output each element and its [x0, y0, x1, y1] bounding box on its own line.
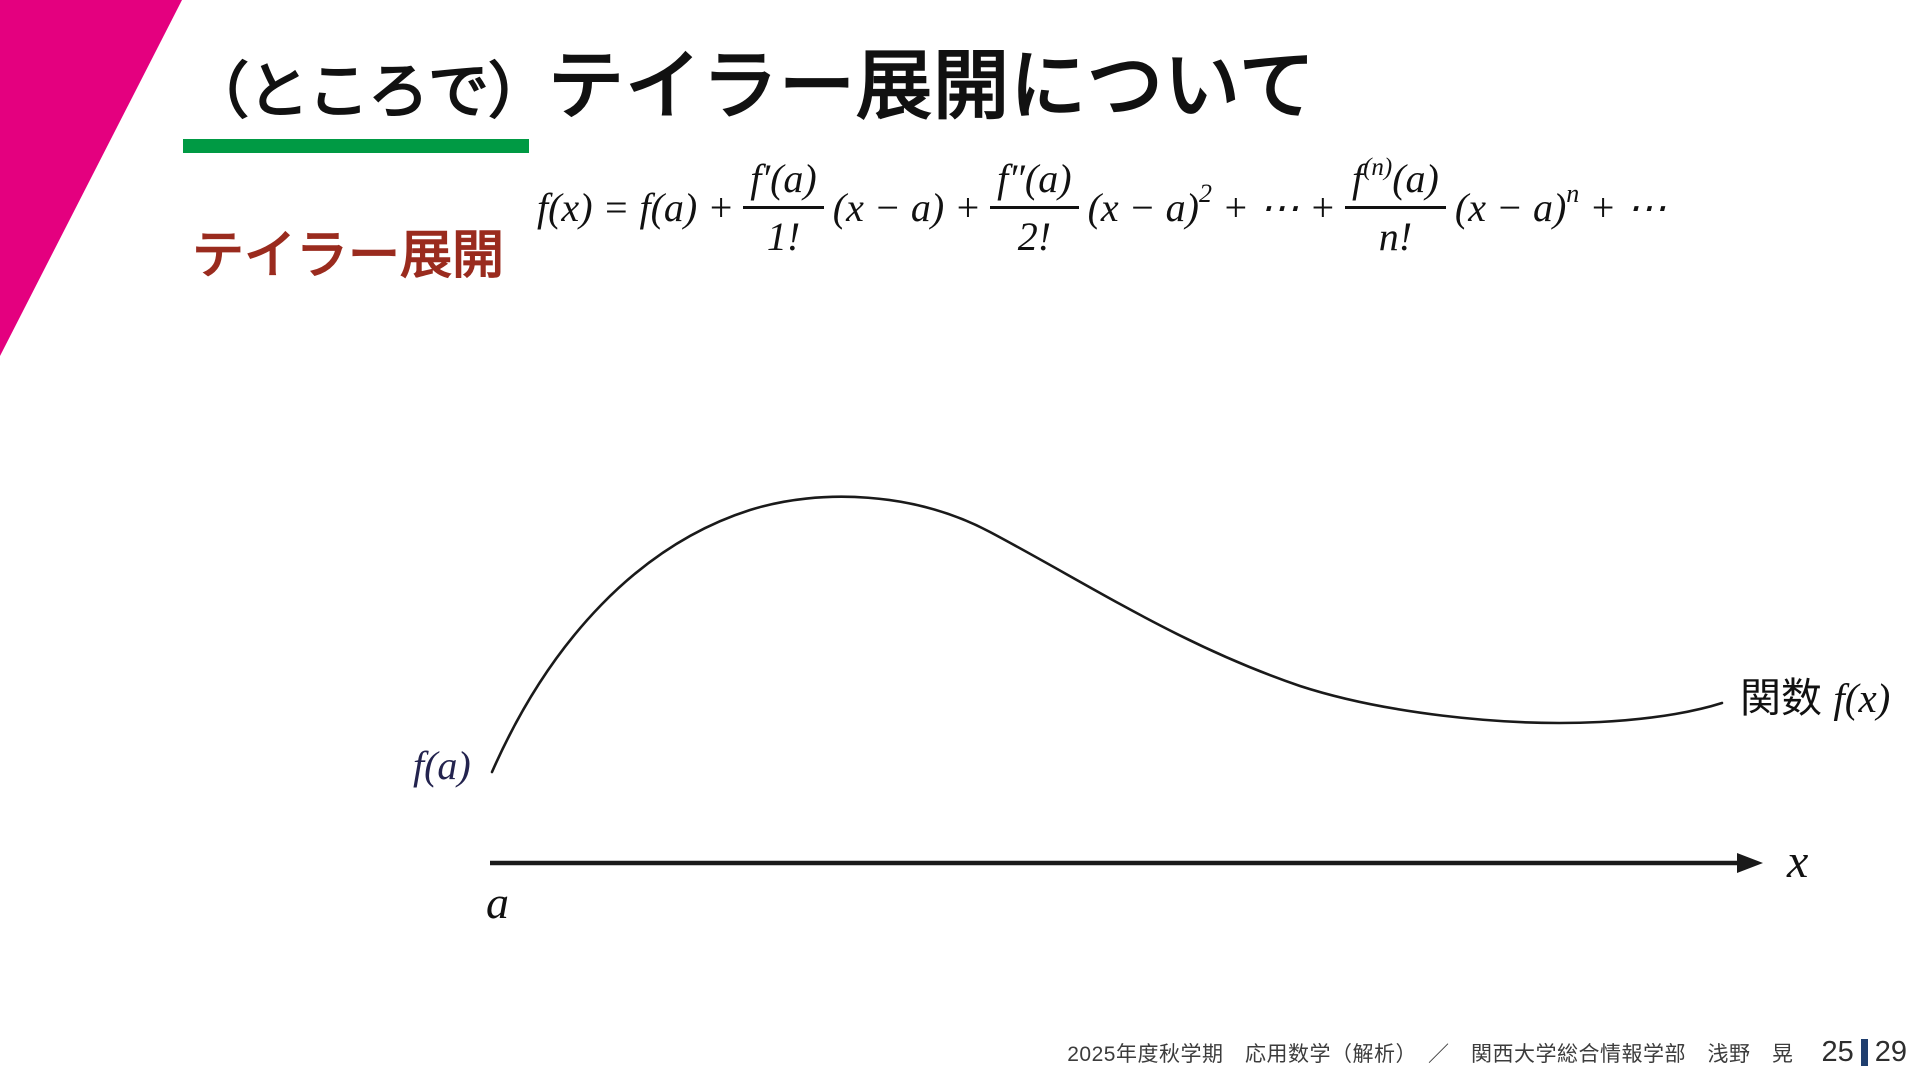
f-of-a-label: f(a)	[413, 743, 471, 788]
page-title-main: テイラー展開について	[548, 44, 1316, 129]
formula-fraction-1: f′(a) 1!	[743, 159, 824, 257]
formula-term-2: (x − a)2 + ⋯ +	[1087, 179, 1336, 230]
title-underline	[183, 139, 529, 153]
a-point-label: a	[486, 877, 509, 928]
fraction-1-denominator: 1!	[766, 214, 801, 259]
x-axis-arrowhead	[1737, 853, 1763, 873]
exponent-2: 2	[1198, 179, 1212, 208]
page-number: 25 29	[1821, 1036, 1907, 1069]
formula-lhs: f(x) = f(a) +	[537, 185, 735, 230]
taylor-expansion-label: テイラー展開	[192, 227, 505, 285]
fraction-2-numerator: f″(a)	[990, 159, 1079, 209]
exponent-n: n	[1566, 179, 1580, 208]
page-current: 25	[1821, 1036, 1854, 1068]
page-separator-bar	[1860, 1039, 1868, 1066]
fraction-n-numerator: f(n)(a)	[1344, 155, 1446, 209]
formula-term-n: (x − a)n + ⋯	[1454, 179, 1667, 230]
function-curve-label: 関数 f(x)	[1740, 675, 1891, 721]
formula-fraction-n: f(n)(a) n!	[1344, 155, 1446, 259]
page-title-prefix: （ところで）	[188, 57, 549, 125]
footer: 2025年度秋学期 応用数学（解析） ／ 関西大学総合情報学部 浅野 晃 25 …	[1067, 1036, 1907, 1069]
page-total: 29	[1874, 1036, 1907, 1068]
fraction-n-denominator: n!	[1378, 214, 1413, 259]
x-axis-label: x	[1787, 835, 1809, 888]
derivative-order-sup: (n)	[1363, 154, 1393, 181]
footer-credit: 2025年度秋学期 応用数学（解析） ／ 関西大学総合情報学部 浅野 晃	[1067, 1042, 1794, 1066]
formula-term-1: (x − a) +	[832, 185, 982, 230]
function-curve-path	[490, 495, 1724, 774]
formula-fraction-2: f″(a) 2!	[990, 159, 1079, 259]
fraction-1-numerator: f′(a)	[743, 159, 824, 209]
taylor-formula: f(x) = f(a) + f′(a) 1! (x − a) + f″(a) 2…	[537, 146, 1666, 270]
page-title: （ところで） テイラー展開について	[188, 24, 1316, 134]
fraction-2-denominator: 2!	[1017, 214, 1052, 259]
